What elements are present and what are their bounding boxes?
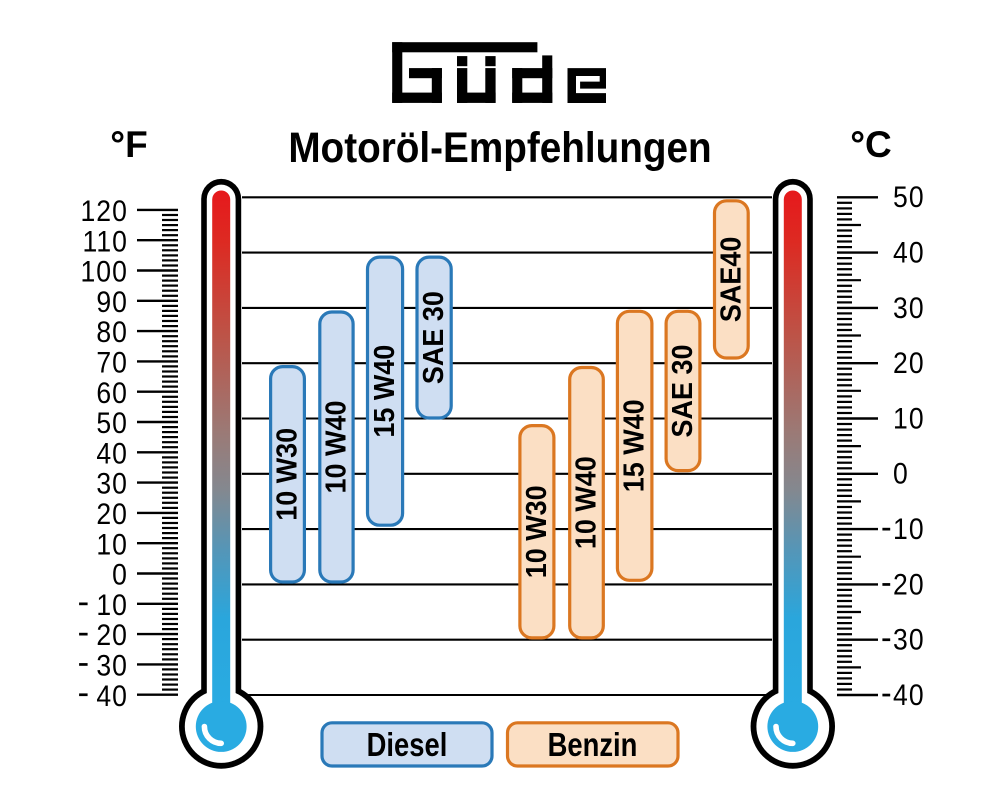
- svg-text:SAE 30: SAE 30: [417, 291, 449, 384]
- svg-text:20: 20: [893, 347, 925, 380]
- svg-text:50: 50: [96, 407, 128, 440]
- svg-text:120: 120: [80, 195, 128, 228]
- svg-text:°C: °C: [850, 124, 892, 165]
- svg-text:10: 10: [893, 513, 925, 546]
- svg-text:10 W40: 10 W40: [570, 456, 602, 549]
- svg-text:SAE40: SAE40: [715, 237, 747, 322]
- svg-text:40: 40: [893, 236, 925, 269]
- svg-text:90: 90: [96, 286, 128, 319]
- svg-text:Motoröl-Empfehlungen: Motoröl-Empfehlungen: [288, 123, 711, 171]
- svg-text:40: 40: [96, 680, 128, 713]
- svg-text:15 W40: 15 W40: [618, 399, 650, 492]
- svg-text:Benzin: Benzin: [548, 728, 638, 764]
- svg-text:10: 10: [96, 589, 128, 622]
- svg-text:20: 20: [96, 498, 128, 531]
- svg-text:30: 30: [893, 292, 925, 325]
- svg-text:100: 100: [80, 255, 128, 288]
- svg-text:0: 0: [893, 457, 909, 490]
- svg-text:SAE 30: SAE 30: [666, 345, 698, 438]
- svg-text:30: 30: [96, 467, 128, 500]
- svg-text:40: 40: [893, 679, 925, 712]
- svg-text:Diesel: Diesel: [367, 728, 448, 764]
- svg-text:80: 80: [96, 316, 128, 349]
- svg-text:60: 60: [96, 377, 128, 410]
- svg-text:20: 20: [96, 619, 128, 652]
- svg-text:10 W30: 10 W30: [520, 485, 552, 578]
- svg-text:70: 70: [96, 346, 128, 379]
- svg-text:°F: °F: [110, 124, 147, 165]
- svg-text:50: 50: [893, 181, 925, 214]
- svg-text:30: 30: [96, 649, 128, 682]
- svg-text:30: 30: [893, 623, 925, 656]
- svg-text:10: 10: [893, 402, 925, 435]
- svg-text:40: 40: [96, 437, 128, 470]
- svg-text:10: 10: [96, 528, 128, 561]
- svg-text:110: 110: [82, 225, 128, 258]
- svg-text:10 W40: 10 W40: [320, 401, 352, 494]
- svg-text:15 W40: 15 W40: [368, 345, 400, 438]
- svg-text:10 W30: 10 W30: [271, 428, 303, 521]
- svg-text:20: 20: [893, 568, 925, 601]
- svg-text:0: 0: [112, 558, 128, 591]
